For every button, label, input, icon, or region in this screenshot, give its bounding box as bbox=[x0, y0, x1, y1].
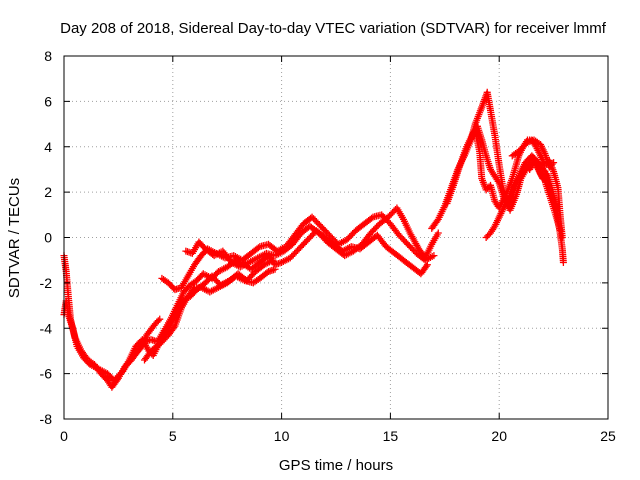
x-tick-label: 5 bbox=[169, 428, 177, 444]
grid-lines bbox=[64, 56, 608, 419]
y-tick-label: 4 bbox=[44, 139, 52, 155]
data-point bbox=[547, 184, 555, 192]
data-series bbox=[482, 159, 555, 241]
y-tick-label: 2 bbox=[44, 184, 52, 200]
data-series bbox=[508, 136, 558, 171]
y-tick-label: 0 bbox=[44, 230, 52, 246]
data-point bbox=[559, 258, 567, 266]
data-series bbox=[182, 204, 442, 271]
y-axis-label: SDTVAR / TECUs bbox=[6, 178, 23, 298]
data-points bbox=[60, 88, 567, 391]
data-series bbox=[60, 252, 164, 391]
data-point bbox=[550, 159, 558, 167]
tick-labels: 0 5 10 15 20 25 -8 -6 -4 -2 0 2 4 6 8 bbox=[40, 48, 616, 444]
data-point bbox=[422, 262, 430, 270]
data-point bbox=[271, 265, 279, 273]
x-tick-label: 25 bbox=[600, 428, 616, 444]
data-point bbox=[154, 317, 162, 325]
data-point bbox=[156, 315, 164, 323]
x-tick-label: 20 bbox=[491, 428, 507, 444]
y-tick-label: 6 bbox=[44, 93, 52, 109]
data-point bbox=[368, 214, 376, 222]
axis-ticks bbox=[63, 55, 609, 420]
x-axis-label: GPS time / hours bbox=[279, 457, 393, 474]
x-tick-label: 15 bbox=[383, 428, 399, 444]
data-point bbox=[548, 160, 556, 168]
y-tick-label: -8 bbox=[40, 411, 53, 427]
chart-title: Day 208 of 2018, Sidereal Day-to-day VTE… bbox=[60, 20, 607, 37]
x-tick-label: 0 bbox=[60, 428, 68, 444]
data-series bbox=[158, 211, 438, 294]
data-point bbox=[430, 252, 438, 260]
data-point bbox=[558, 234, 566, 241]
y-tick-label: -6 bbox=[40, 366, 53, 382]
data-series bbox=[141, 265, 279, 364]
x-tick-label: 10 bbox=[274, 428, 290, 444]
data-point bbox=[170, 323, 178, 331]
data-point bbox=[189, 285, 197, 293]
y-tick-label: 8 bbox=[44, 48, 52, 64]
y-tick-label: -4 bbox=[40, 320, 53, 336]
y-tick-label: -2 bbox=[40, 275, 53, 291]
data-point bbox=[434, 229, 442, 237]
data-point bbox=[254, 244, 262, 252]
